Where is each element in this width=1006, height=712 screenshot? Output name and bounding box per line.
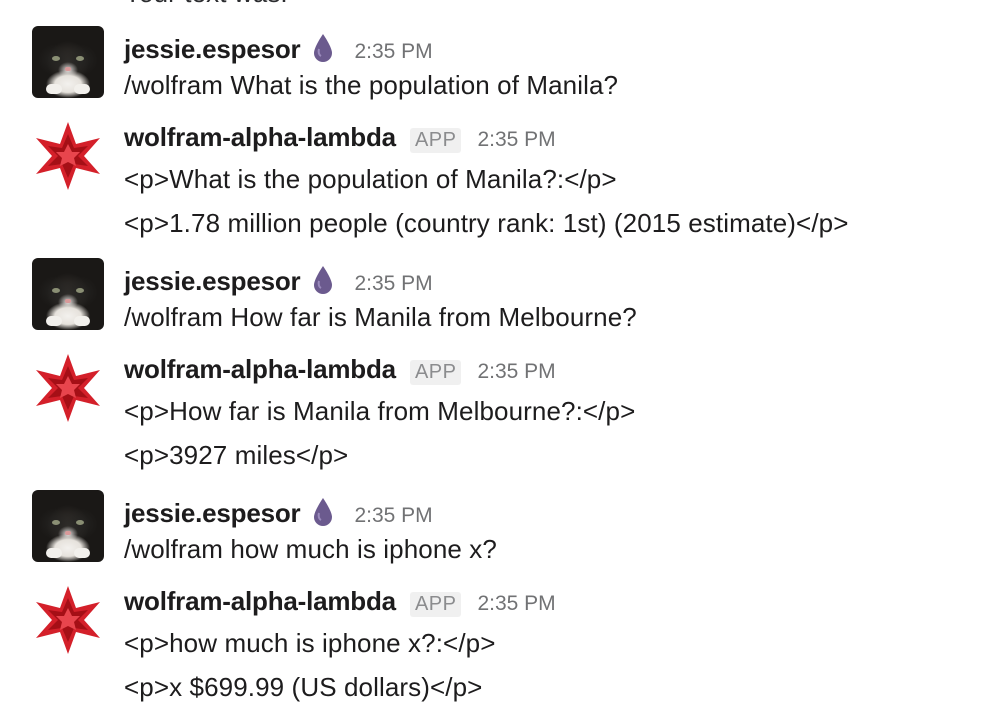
author-name[interactable]: jessie.espesor — [124, 34, 301, 64]
user-avatar[interactable] — [32, 490, 104, 562]
timestamp[interactable]: 2:35 PM — [354, 272, 433, 295]
message-text: <p>How far is Manila from Melbourne?:</p… — [124, 396, 636, 426]
author-name[interactable]: wolfram-alpha-lambda — [124, 122, 396, 152]
bot-avatar[interactable] — [32, 120, 104, 192]
author-name[interactable]: wolfram-alpha-lambda — [124, 586, 396, 616]
bot-avatar[interactable] — [32, 352, 104, 424]
author-name[interactable]: jessie.espesor — [124, 498, 301, 528]
wolfram-spikey-icon — [36, 586, 100, 654]
timestamp[interactable]: 2:35 PM — [354, 504, 433, 527]
message-text: <p>x $699.99 (US dollars)</p> — [124, 672, 483, 702]
bot-avatar[interactable] — [32, 584, 104, 656]
message-text: /wolfram How far is Manila from Melbourn… — [124, 302, 637, 332]
author-name[interactable]: wolfram-alpha-lambda — [124, 354, 396, 384]
app-badge: APP — [409, 360, 462, 385]
timestamp[interactable]: 2:35 PM — [477, 128, 556, 151]
timestamp[interactable]: 2:35 PM — [477, 360, 556, 383]
drop-icon — [312, 265, 334, 295]
previous-message-text: Your text was: — [124, 0, 288, 9]
drop-icon — [312, 497, 334, 527]
app-badge: APP — [409, 128, 462, 153]
message-text: /wolfram how much is iphone x? — [124, 534, 497, 564]
message-text: <p>What is the population of Manila?:</p… — [124, 164, 617, 194]
timestamp[interactable]: 2:35 PM — [354, 40, 433, 63]
message-text: <p>3927 miles</p> — [124, 440, 349, 470]
message-text: <p>how much is iphone x?:</p> — [124, 628, 496, 658]
user-avatar[interactable] — [32, 258, 104, 330]
author-name[interactable]: jessie.espesor — [124, 266, 301, 296]
drop-icon — [312, 33, 334, 63]
message-text: <p>1.78 million people (country rank: 1s… — [124, 208, 849, 238]
user-avatar[interactable] — [32, 26, 104, 98]
wolfram-spikey-icon — [36, 122, 100, 190]
message-text: /wolfram What is the population of Manil… — [124, 70, 619, 100]
app-badge: APP — [409, 592, 462, 617]
timestamp[interactable]: 2:35 PM — [477, 592, 556, 615]
wolfram-spikey-icon — [36, 354, 100, 422]
